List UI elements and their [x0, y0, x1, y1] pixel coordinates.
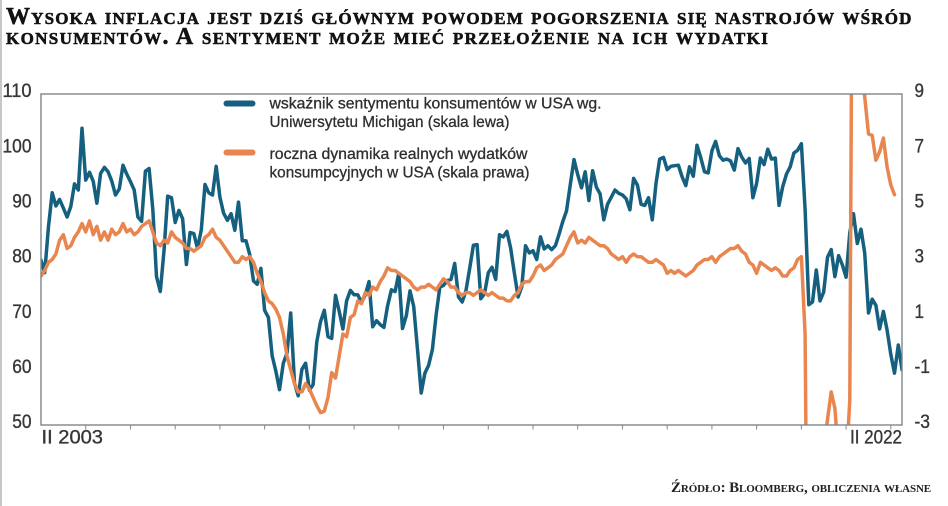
svg-text:II 2003: II 2003: [42, 428, 104, 449]
svg-text:90: 90: [12, 192, 31, 213]
svg-text:80: 80: [12, 247, 31, 268]
svg-text:9: 9: [915, 81, 925, 102]
svg-text:Uniwersytetu Michigan (skala l: Uniwersytetu Michigan (skala lewa): [270, 114, 510, 131]
svg-text:-3: -3: [915, 412, 931, 433]
svg-text:5: 5: [915, 192, 925, 213]
svg-text:konsumpcyjnych w USA (skala pr: konsumpcyjnych w USA (skala prawa): [270, 165, 530, 182]
svg-text:100: 100: [3, 136, 32, 157]
svg-text:60: 60: [12, 357, 31, 378]
svg-text:wskaźnik sentymentu konsumentó: wskaźnik sentymentu konsumentów w USA wg…: [269, 95, 602, 112]
svg-text:1: 1: [915, 302, 925, 323]
svg-text:50: 50: [12, 412, 31, 433]
svg-text:3: 3: [915, 247, 925, 268]
svg-text:7: 7: [915, 136, 925, 157]
svg-text:70: 70: [12, 302, 31, 323]
svg-text:110: 110: [3, 81, 32, 102]
svg-text:roczna dynamika realnych wydat: roczna dynamika realnych wydatków: [270, 146, 528, 163]
svg-text:-1: -1: [915, 357, 931, 378]
svg-text:II 2022: II 2022: [850, 428, 902, 449]
